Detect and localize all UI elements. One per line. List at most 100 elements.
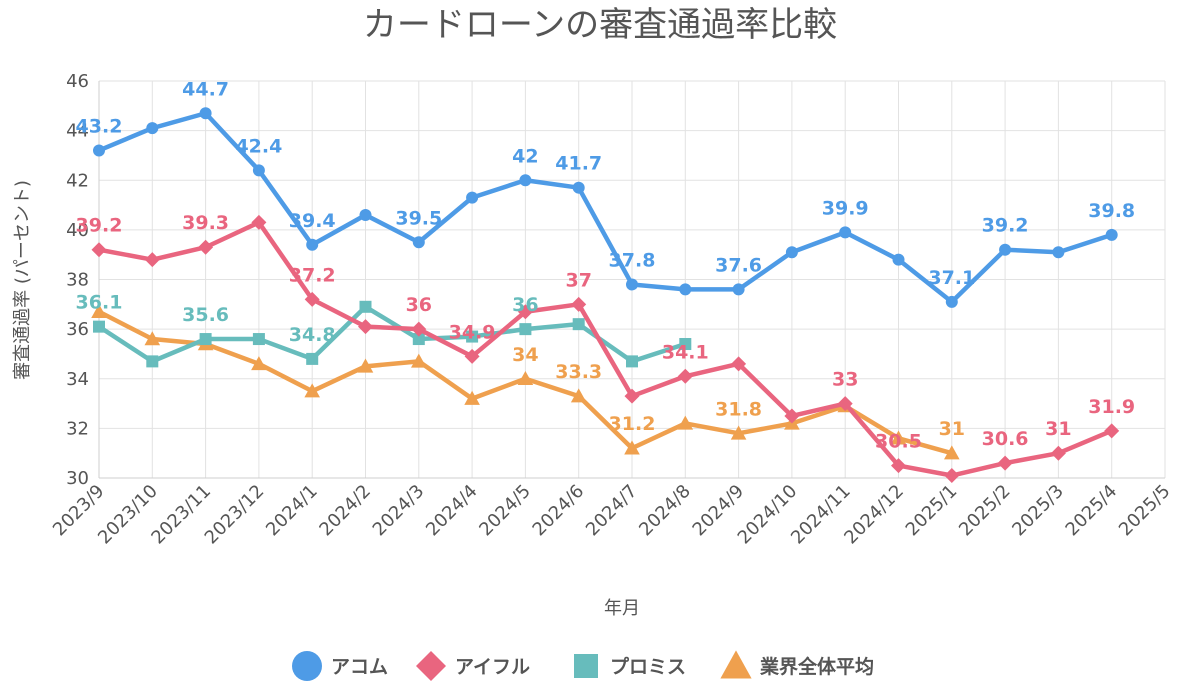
- x-tick-label: 2025/4: [1062, 481, 1122, 541]
- data-point: [412, 333, 425, 346]
- x-tick-label: 2024/8: [635, 481, 695, 541]
- data-label: 31.8: [715, 398, 762, 420]
- data-label: 37: [565, 269, 591, 291]
- series-line: [96, 111, 1114, 305]
- x-tick-label: 2024/4: [422, 481, 482, 541]
- data-label: 37.6: [715, 254, 762, 276]
- legend-marker: [416, 651, 446, 681]
- data-point: [571, 296, 587, 312]
- data-point: [572, 318, 585, 331]
- data-point: [679, 338, 692, 351]
- data-label: 39.3: [182, 212, 229, 234]
- legend-label: アイフル: [455, 656, 530, 678]
- x-tick-label: 2024/6: [529, 481, 589, 541]
- data-point: [891, 458, 906, 474]
- data-point: [730, 425, 747, 440]
- x-tick-label: 2025/2: [955, 481, 1015, 541]
- data-point: [306, 238, 319, 251]
- y-tick-label: 44: [66, 121, 89, 142]
- data-labels: 43.2 44.7 42.4 39.4 39.5 42 41.7 37.8 37.6 39.9 37…: [76, 78, 1136, 452]
- data-point: [304, 383, 320, 398]
- data-label: 30.5: [875, 431, 922, 453]
- data-point: [624, 388, 640, 404]
- data-point: [626, 278, 638, 291]
- data-point: [199, 107, 212, 120]
- x-tick-label: 2024/2: [315, 481, 375, 541]
- data-point: [570, 388, 587, 403]
- data-point: [837, 396, 853, 412]
- legend-item: アコム: [292, 651, 388, 681]
- data-label: 37.2: [289, 264, 336, 286]
- legend: アコム アイフル プロミス 業界全体平均: [292, 650, 874, 681]
- data-point: [144, 331, 161, 346]
- x-tick-label: 2025/1: [902, 481, 962, 541]
- x-tick-label: 2025/3: [1008, 481, 1068, 541]
- data-point: [677, 415, 694, 430]
- data-point: [945, 295, 958, 308]
- data-point: [731, 356, 747, 372]
- y-tick-label: 30: [66, 468, 89, 489]
- data-point: [624, 440, 640, 455]
- data-label: 33: [832, 369, 858, 391]
- x-tick-label: 2024/3: [369, 481, 429, 541]
- series-line: [96, 304, 688, 364]
- data-label: 43.2: [76, 115, 123, 137]
- series-2: [93, 300, 692, 368]
- series-1: [91, 214, 1120, 484]
- data-point: [199, 333, 212, 346]
- data-point: [144, 252, 160, 268]
- series-layer: [91, 107, 1120, 484]
- y-axis-title: 審査通過率 (パーセント): [12, 180, 33, 380]
- data-label: 34.9: [449, 321, 496, 343]
- data-label: 42.4: [235, 135, 282, 157]
- data-point: [357, 358, 374, 373]
- data-point: [252, 333, 265, 346]
- data-point: [464, 348, 480, 364]
- data-label: 34.1: [662, 341, 709, 363]
- data-point: [785, 246, 798, 259]
- series-3: [91, 303, 960, 460]
- y-tick-label: 36: [66, 319, 89, 340]
- data-label: 31: [1045, 418, 1071, 440]
- legend-item: プロミス: [574, 654, 686, 678]
- data-point: [944, 445, 960, 460]
- legend-marker: [720, 650, 752, 679]
- data-point: [359, 300, 372, 313]
- data-point: [251, 214, 267, 230]
- legend-item: 業界全体平均: [720, 650, 874, 679]
- data-point: [1105, 228, 1118, 241]
- x-axis-title: 年月: [604, 598, 640, 619]
- data-point: [359, 208, 372, 221]
- data-point: [626, 355, 638, 368]
- data-point: [519, 174, 532, 187]
- data-point: [146, 122, 159, 135]
- data-label: 39.4: [289, 210, 336, 232]
- y-tick-label: 40: [66, 220, 89, 241]
- data-point: [91, 303, 107, 318]
- data-point: [999, 243, 1012, 256]
- series-line: [96, 220, 1114, 478]
- data-point: [732, 283, 745, 296]
- data-point: [93, 144, 105, 157]
- x-tick-label: 2024/1: [262, 481, 322, 541]
- legend-marker: [574, 654, 598, 678]
- data-label: 41.7: [555, 153, 602, 175]
- data-point: [519, 323, 532, 336]
- y-tick-label: 46: [66, 71, 89, 92]
- data-point: [677, 368, 693, 384]
- data-point: [411, 321, 427, 337]
- data-label: 42: [512, 145, 538, 167]
- data-label: 36: [406, 294, 432, 316]
- data-label: 31.9: [1088, 396, 1135, 418]
- data-label: 31.2: [609, 413, 656, 435]
- legend-marker: [292, 651, 322, 681]
- legend-label: アコム: [331, 656, 388, 678]
- data-point: [679, 283, 692, 296]
- data-point: [839, 226, 852, 239]
- data-point: [1052, 246, 1065, 259]
- data-point: [252, 164, 265, 177]
- data-label: 44.7: [182, 78, 229, 100]
- legend-label: プロミス: [610, 655, 686, 678]
- data-point: [517, 304, 533, 320]
